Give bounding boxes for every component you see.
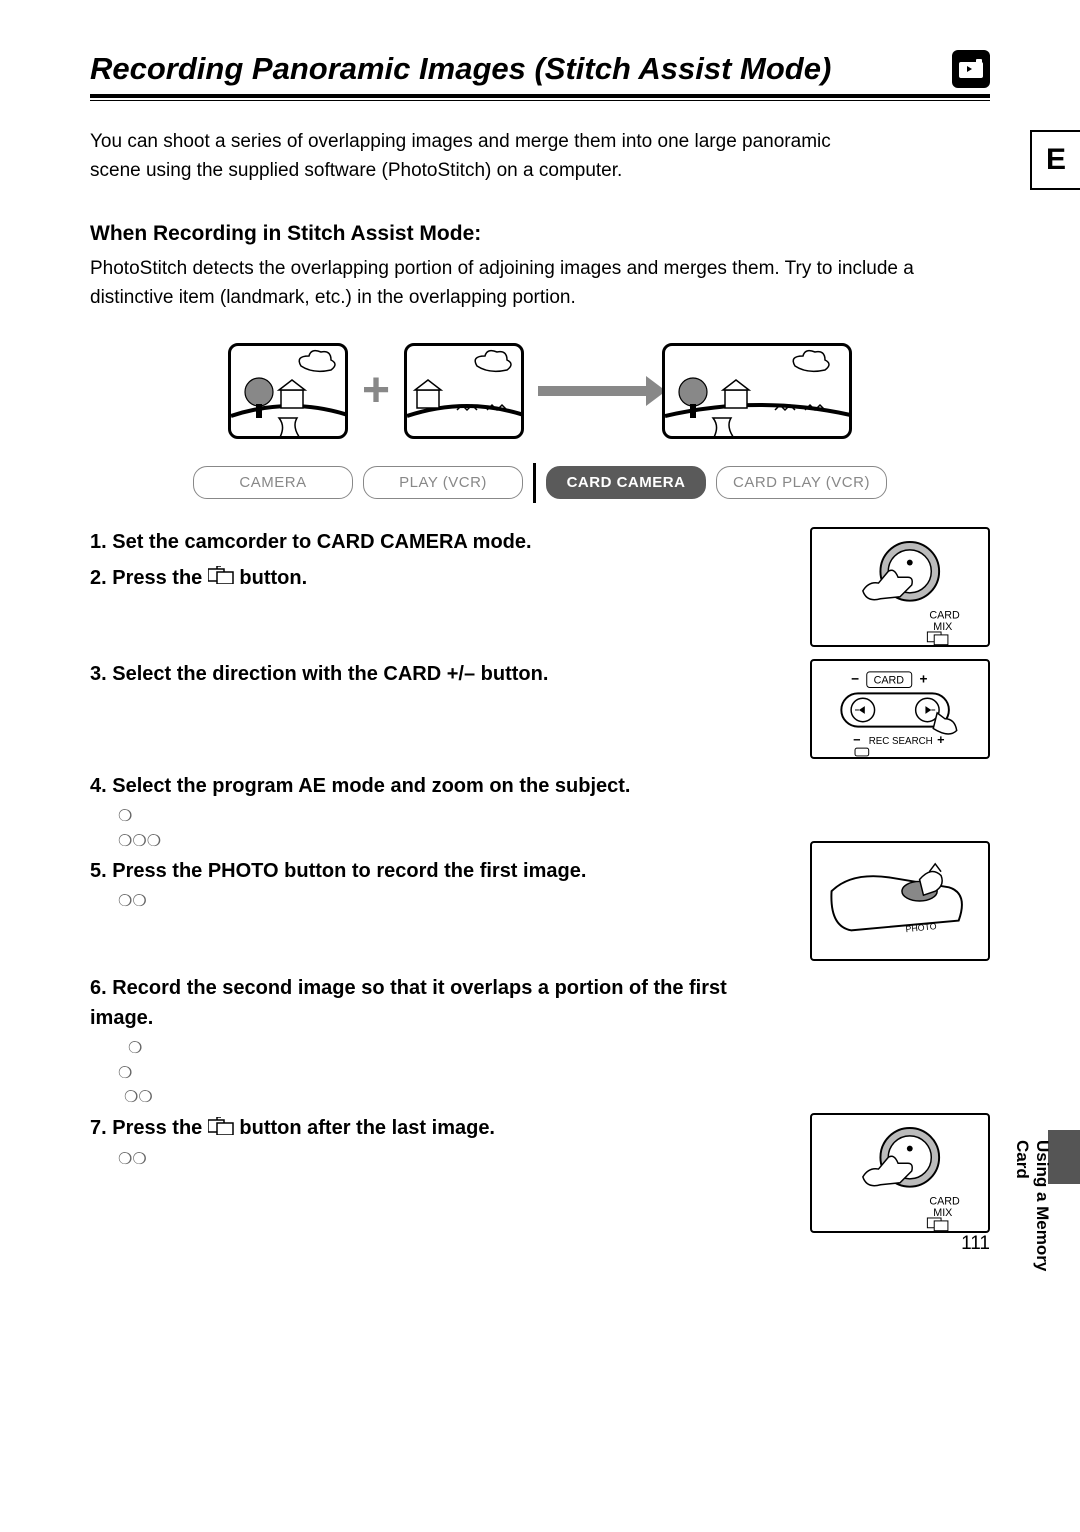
divider-thin — [90, 100, 990, 101]
svg-text:PHOTO: PHOTO — [905, 921, 937, 934]
diagram-frame-merged — [662, 343, 852, 439]
mode-play-vcr: PLAY (VCR) — [363, 466, 523, 499]
card-label: CARD — [929, 609, 960, 621]
stitch-diagram: + — [90, 343, 990, 439]
bullet-6b: ❍ — [118, 1064, 790, 1085]
step-4: 4. Select the program AE mode and zoom o… — [90, 771, 790, 801]
bullet-7a: ❍❍ — [118, 1150, 790, 1171]
step-3: 3. Select the direction with the CARD +/… — [90, 659, 790, 689]
divider-thick — [90, 94, 990, 98]
mode-card-play-vcr: CARD PLAY (VCR) — [716, 466, 887, 499]
svg-text:MIX: MIX — [933, 1207, 952, 1219]
mode-card-camera: CARD CAMERA — [546, 466, 706, 499]
diagram-frame-1 — [228, 343, 348, 439]
svg-text:REC SEARCH: REC SEARCH — [869, 736, 933, 747]
illustration-card-mix-2: CARD MIX — [810, 1113, 990, 1233]
step-2-prefix: 2. Press the — [90, 567, 208, 589]
intro-text: You can shoot a series of overlapping im… — [90, 127, 850, 186]
mode-camera: CAMERA — [193, 466, 353, 499]
svg-text:−: − — [853, 732, 860, 747]
step-6: 6. Record the second image so that it ov… — [90, 973, 790, 1033]
illustration-card-pm: − CARD + − REC SEARCH + — [810, 659, 990, 759]
step-7: 7. Press the button after the last image… — [90, 1113, 790, 1144]
step-7-suffix: button after the last image. — [239, 1117, 495, 1139]
svg-text:−: − — [851, 671, 859, 686]
illustration-card-mix-1: CARD MIX — [810, 527, 990, 647]
section-label: Using a Memory Card — [1012, 1140, 1052, 1285]
bullet-4a: ❍ — [118, 807, 790, 828]
step-2-suffix: button. — [239, 567, 307, 589]
bullet-6c: ❍❍ — [118, 1088, 790, 1109]
page-title: Recording Panoramic Images (Stitch Assis… — [90, 51, 940, 87]
svg-text:CARD: CARD — [874, 674, 905, 686]
stitch-button-icon-2 — [208, 1114, 234, 1144]
section-heading: When Recording in Stitch Assist Mode: — [90, 222, 990, 246]
bullet-6a: ❍ — [118, 1039, 790, 1060]
diagram-frame-2 — [404, 343, 524, 439]
svg-text:CARD: CARD — [929, 1195, 960, 1207]
bullet-4b: ❍❍❍ — [118, 832, 790, 853]
step-5: 5. Press the PHOTO button to record the … — [90, 856, 790, 886]
bullet-5a: ❍❍ — [118, 892, 790, 913]
mix-label: MIX — [933, 621, 952, 633]
svg-text:+: + — [920, 671, 928, 686]
stitch-button-icon — [208, 563, 234, 593]
mode-separator — [533, 463, 536, 503]
page-number: 111 — [961, 1233, 990, 1255]
section-body: PhotoStitch detects the overlapping port… — [90, 254, 990, 313]
section-tab — [1048, 1130, 1080, 1184]
step-1: 1. Set the camcorder to CARD CAMERA mode… — [90, 527, 790, 557]
language-badge: E — [1030, 130, 1080, 190]
step-2: 2. Press the button. — [90, 563, 790, 594]
card-mode-icon — [952, 50, 990, 88]
illustration-photo-button: PHOTO — [810, 841, 990, 961]
svg-text:+: + — [937, 732, 944, 747]
mode-selector: CAMERA PLAY (VCR) CARD CAMERA CARD PLAY … — [90, 463, 990, 503]
step-7-prefix: 7. Press the — [90, 1117, 208, 1139]
arrow-icon — [538, 386, 648, 396]
plus-icon: + — [362, 363, 390, 418]
